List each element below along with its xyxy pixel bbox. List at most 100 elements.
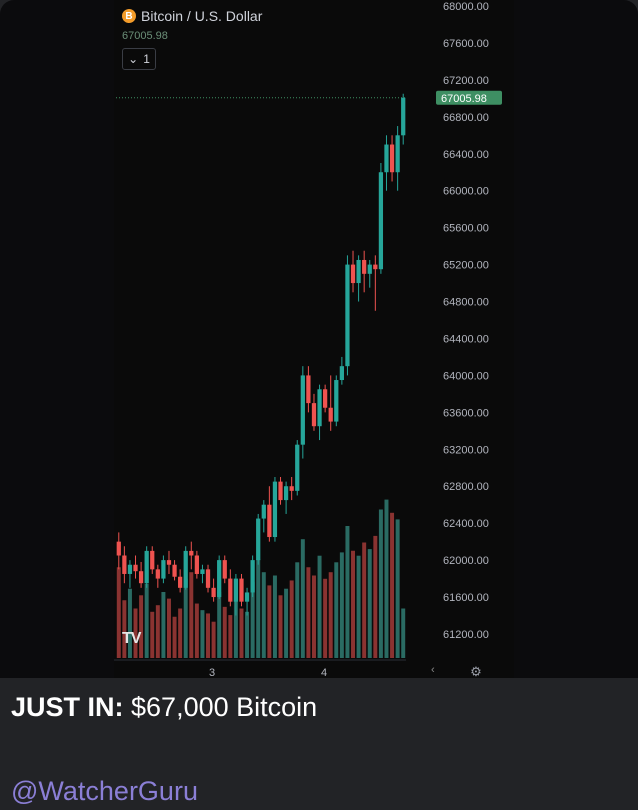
volume-bar [183,578,188,658]
volume-bar [200,610,205,658]
volume-bar [317,555,322,658]
post-caption: JUST IN: $67,000 Bitcoin [11,692,317,723]
interval-value: 1 [143,52,150,66]
author-handle-link[interactable]: @WatcherGuru [11,776,198,806]
candle-body [311,403,317,427]
candle-body [283,486,289,501]
volume-bar [155,605,160,658]
volume-bar [362,542,367,658]
candle-body [250,560,255,593]
volume-bar [356,555,361,658]
volume-bar [256,559,261,658]
chart-screenshot[interactable]: 68000.00 67600.00 67200.00 66800.00 66400.00… [0,0,638,678]
candle-body [155,569,160,579]
volume-bar [211,621,216,658]
candle-body [300,375,305,445]
volume-bar [127,588,132,658]
candle-body [122,555,127,574]
candle-body [339,366,344,381]
price-tick-label: 62000.00 [443,555,489,567]
candle-body [261,504,266,519]
volume-bar [284,588,289,658]
volume-bar [311,575,316,658]
candle-body [367,264,372,274]
price-tick-label: 66800.00 [443,112,489,124]
volume-bar [166,598,171,658]
volume-bar [373,535,378,658]
candle-body [389,144,395,173]
candle-body [256,518,261,561]
volume-bar [367,549,372,658]
price-tick-label: 63600.00 [443,407,489,419]
candle-body [317,389,322,427]
candle-body [328,407,333,422]
candle-body [345,264,350,367]
caption-bold: JUST IN: [11,692,124,722]
candle-body [194,555,199,574]
volume-bar [150,611,155,658]
volume-bar [384,499,389,658]
price-tick-label: 67200.00 [443,75,489,87]
chevron-down-icon: ⌄ [128,52,139,66]
tradingview-logo: TV [122,630,141,647]
candle-body [244,592,250,602]
volume-bar [116,567,121,658]
candle-body [295,444,300,491]
interval-button[interactable]: ⌄ 1 [122,48,156,70]
candle-body [362,259,367,274]
price-tick-label: 65200.00 [443,260,489,272]
price-tick-label: 61600.00 [443,592,489,604]
volume-bar [401,608,406,658]
volume-bar [206,613,211,658]
candle-body [373,264,378,270]
candle-body [384,144,389,173]
candle-body [200,569,205,574]
volume-bar [390,512,395,658]
volume-bar [144,583,149,658]
volume-bar [139,595,144,658]
volume-bar [239,608,244,658]
volume-bar [300,539,305,658]
scroll-handle-icon[interactable]: ‹ [431,664,435,676]
volume-bar [161,592,166,658]
candlestick-chart: 68000.00 67600.00 67200.00 66800.00 66400.00… [114,1,502,678]
volume-bar [250,582,255,658]
volume-bar [345,526,350,658]
candle-body [217,560,222,598]
candle-body [267,504,272,538]
price-badge-label: 67005.98 [441,93,487,105]
volume-bar [272,575,277,658]
tradingview-chart[interactable]: 68000.00 67600.00 67200.00 66800.00 66400.00… [114,0,514,678]
candle-body [161,560,166,579]
price-tick-label: 64800.00 [443,297,489,309]
symbol-header: B Bitcoin / U.S. Dollar [122,7,262,25]
candle-body [189,550,194,556]
candle-body [323,389,328,408]
candle-body [306,375,311,404]
candle-body [150,550,155,570]
candle-body [233,578,239,602]
volume-bar [267,585,272,658]
volume-bar [189,572,194,658]
gear-icon[interactable]: ⚙ [470,664,482,678]
volume-bar [295,562,300,658]
candle-body [172,564,177,577]
bitcoin-icon: B [122,9,136,23]
volume-bar [217,592,222,658]
caption-text: $67,000 Bitcoin [123,692,318,722]
price-tick-label: 64400.00 [443,333,489,345]
candle-body [183,550,188,588]
last-price-label: 67005.98 [122,30,168,42]
time-tick-label: 4 [321,667,327,678]
candle-body [334,380,339,422]
price-tick-label: 61200.00 [443,629,489,641]
volume-bar [328,572,333,658]
volume-bar [222,606,227,658]
volume-bar [233,600,238,658]
price-badge [436,90,502,105]
candle-body [289,486,294,491]
price-tick-label: 62800.00 [443,481,489,493]
symbol-title: Bitcoin / U.S. Dollar [141,8,263,24]
candle-body [133,564,138,572]
